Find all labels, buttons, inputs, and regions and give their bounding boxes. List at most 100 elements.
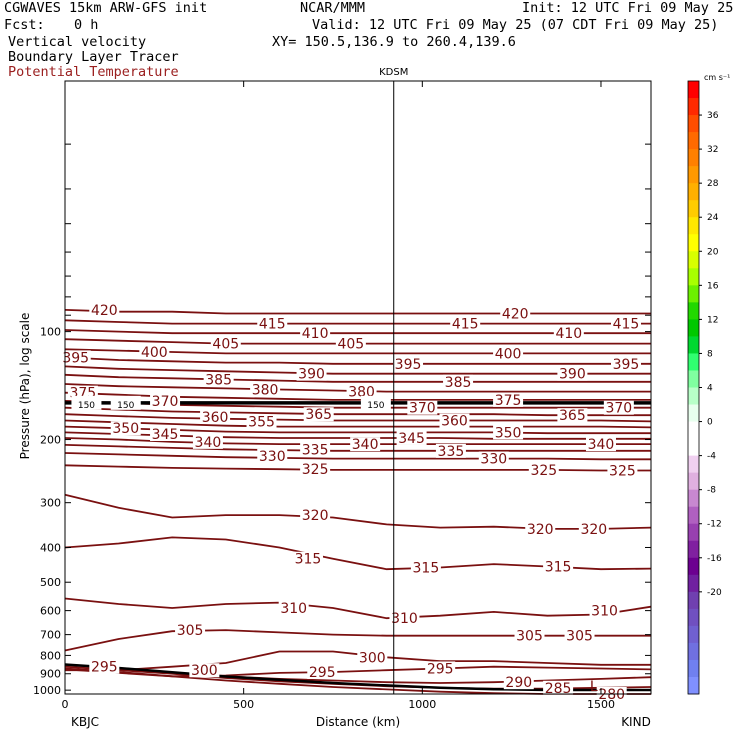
contour-label-bg [603, 400, 634, 415]
x-tick-label: 0 [62, 698, 69, 711]
x-tick-label: 1500 [587, 698, 615, 711]
contour-label: 310 [391, 611, 418, 627]
contour-label-bg [557, 366, 588, 381]
colorbar-cell [688, 183, 699, 201]
contour-label: 405 [337, 337, 364, 353]
contour-label-bg [493, 425, 524, 440]
contour-label-bg [389, 611, 420, 626]
contour-label: 375 [495, 393, 522, 409]
contour-label: 400 [495, 346, 522, 362]
contour-label: 335 [438, 444, 465, 460]
org-label: NCAR/MMM [300, 0, 366, 16]
colorbar-cell [688, 574, 699, 593]
contour-label-bg [246, 414, 277, 429]
colorbar: 36 32 28 24 20 16 12 8 4 0 -4 -8 -12 -16 -20 [687, 80, 722, 695]
contour-label: 355 [248, 414, 275, 430]
cross-section-xy: XY= 150.5,136.9 to 260.4,139.6 [272, 34, 516, 50]
colorbar-cell [688, 336, 699, 354]
y-tick-label: 1000 [33, 684, 61, 697]
contour-label: 330 [480, 452, 507, 468]
colorbar-cell [688, 625, 699, 644]
colorbar-cell [688, 557, 699, 576]
contour-label: 330 [259, 449, 286, 465]
contour-label: 290 [505, 675, 532, 691]
contour-320 [64, 493, 652, 530]
colorbar-cell [688, 234, 699, 252]
contour-label: 295 [91, 660, 118, 676]
contour-label-bg [203, 372, 234, 387]
contour-label-bg [139, 345, 170, 360]
contour-label-bg [564, 628, 595, 643]
contour-label: 360 [441, 414, 468, 430]
contour-label: 365 [305, 407, 332, 423]
colorbar-tick-label: 0 [707, 418, 713, 428]
colorbar-cell [688, 421, 699, 440]
colorbar-cell [688, 217, 699, 235]
field-boundary-layer-tracer: Boundary Layer Tracer [8, 49, 179, 65]
colorbar-cell [688, 404, 699, 423]
contour-label: 305 [566, 629, 593, 645]
contour-label-bg [175, 623, 206, 638]
contour-360 [64, 413, 652, 423]
contour-label-bg [407, 400, 438, 415]
colorbar-cell [688, 285, 699, 303]
contour-305 [64, 629, 651, 652]
contour-label-bg [528, 462, 559, 477]
colorbar-cell [688, 438, 699, 457]
contour-label: 345 [398, 431, 425, 447]
contour-label: 150 [78, 401, 95, 411]
left-station-label: KBJC [71, 715, 99, 729]
contour-label: 320 [580, 522, 607, 538]
colorbar-cell [688, 353, 699, 371]
y-tick-label: 700 [40, 629, 61, 642]
contour-label: 150 [117, 401, 134, 411]
contour-label-bg [307, 665, 338, 680]
contour-label-bg [557, 408, 588, 423]
colorbar-cell [688, 489, 699, 508]
contour-label-bg [89, 659, 120, 674]
contour-label-bg [589, 603, 620, 618]
contour-label-bg [250, 382, 281, 397]
y-axis-label: Pressure (hPa), log scale [18, 313, 32, 460]
contour-label-bg [607, 463, 638, 478]
colorbar-unit: cm s⁻¹ [704, 73, 730, 82]
contour-label-bg [257, 448, 288, 463]
colorbar-cell [688, 642, 699, 661]
contour-label-bg [150, 393, 181, 408]
contour-label: 305 [177, 623, 204, 639]
colorbar-cell [688, 268, 699, 286]
colorbar-tick-label: 24 [707, 213, 719, 223]
colorbar-cell [688, 115, 699, 133]
contour-330 [64, 452, 651, 461]
contour-label-bg [292, 551, 323, 566]
contour-label-bg [396, 430, 427, 445]
colorbar-tick-label: 12 [707, 315, 718, 325]
contour-label-bg [439, 413, 470, 428]
colorbar-tick-label: 4 [707, 384, 713, 394]
colorbar-tick-label: -4 [707, 452, 716, 462]
contour-label: 390 [298, 367, 325, 383]
colorbar-tick-label: 20 [707, 247, 719, 257]
contour-label-bg [393, 356, 424, 371]
colorbar-tick-label: -16 [707, 554, 722, 564]
colorbar-cell [688, 608, 699, 627]
contour-label: 350 [112, 421, 139, 437]
contour-415 [64, 319, 651, 325]
colorbar-cell [688, 540, 699, 559]
colorbar-cell [688, 319, 699, 337]
contour-label-bg [543, 559, 574, 574]
contour-label-bg [303, 407, 334, 422]
colorbar-cell [688, 132, 699, 150]
contour-label-bg [192, 434, 223, 449]
y-tick-label: 100 [40, 326, 61, 339]
right-station-label: KIND [621, 715, 651, 729]
colorbar-tick-label: 36 [707, 111, 719, 121]
colorbar-tick-label: -8 [707, 486, 716, 496]
x-tick-label: 500 [233, 698, 254, 711]
contour-label: 310 [591, 604, 618, 620]
contour-label: 335 [302, 442, 329, 458]
contour-label: 395 [395, 357, 422, 373]
contour-395 [64, 356, 651, 365]
colorbar-cell [688, 251, 699, 269]
